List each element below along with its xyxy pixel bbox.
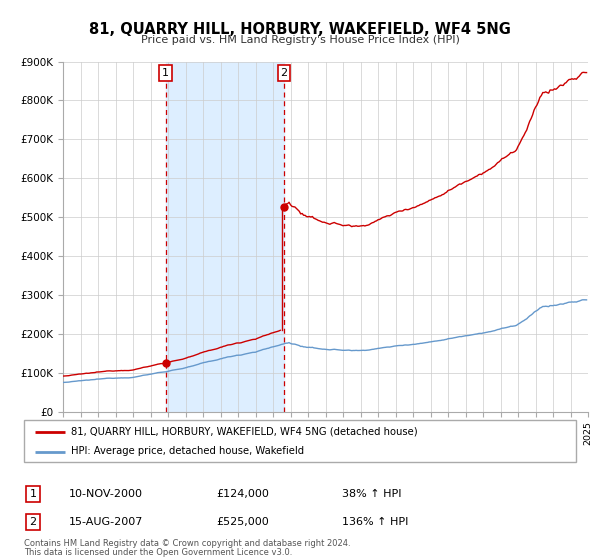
Text: 81, QUARRY HILL, HORBURY, WAKEFIELD, WF4 5NG (detached house): 81, QUARRY HILL, HORBURY, WAKEFIELD, WF4… (71, 427, 418, 437)
Text: 15-AUG-2007: 15-AUG-2007 (69, 517, 143, 527)
Text: 2: 2 (280, 68, 287, 78)
Text: 1: 1 (29, 489, 37, 499)
Text: 2: 2 (29, 517, 37, 527)
Bar (166, 62, 284, 412)
Text: 38% ↑ HPI: 38% ↑ HPI (342, 489, 401, 499)
Text: HPI: Average price, detached house, Wakefield: HPI: Average price, detached house, Wake… (71, 446, 304, 456)
Text: £124,000: £124,000 (216, 489, 269, 499)
Text: Price paid vs. HM Land Registry's House Price Index (HPI): Price paid vs. HM Land Registry's House … (140, 35, 460, 45)
Text: 1: 1 (162, 68, 169, 78)
Text: £525,000: £525,000 (216, 517, 269, 527)
Text: 81, QUARRY HILL, HORBURY, WAKEFIELD, WF4 5NG: 81, QUARRY HILL, HORBURY, WAKEFIELD, WF4… (89, 22, 511, 38)
Text: Contains HM Land Registry data © Crown copyright and database right 2024.: Contains HM Land Registry data © Crown c… (24, 539, 350, 548)
Text: 10-NOV-2000: 10-NOV-2000 (69, 489, 143, 499)
Text: 136% ↑ HPI: 136% ↑ HPI (342, 517, 409, 527)
Text: This data is licensed under the Open Government Licence v3.0.: This data is licensed under the Open Gov… (24, 548, 292, 557)
